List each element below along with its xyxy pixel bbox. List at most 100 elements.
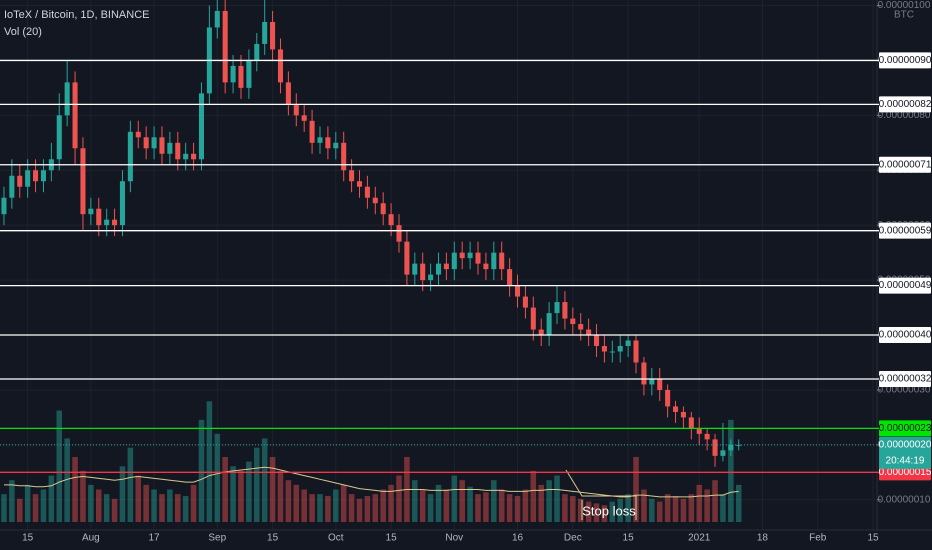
candle-body <box>198 93 205 160</box>
volume-bar <box>198 419 205 522</box>
candle-body <box>420 263 426 281</box>
candle-body <box>514 285 521 297</box>
candle-body <box>601 346 607 352</box>
candle-body <box>104 219 110 226</box>
candle-body <box>657 378 663 390</box>
candle-body <box>570 318 576 325</box>
volume-bar <box>451 475 458 522</box>
volume-bar <box>143 484 149 522</box>
volume-bar <box>609 501 616 522</box>
volume-bar <box>56 410 63 522</box>
volume-bar <box>80 470 86 522</box>
candle-body <box>451 252 457 270</box>
volume-bar <box>704 489 710 522</box>
candle-body <box>285 82 291 105</box>
volume-bar <box>95 489 102 522</box>
volume-bar <box>467 486 473 522</box>
candle-body <box>396 225 402 242</box>
annotation-callout <box>565 469 637 520</box>
candle-body <box>649 378 655 385</box>
y-tick-label: 0.00000080 <box>878 110 931 121</box>
volume-bar <box>238 470 244 522</box>
volume-bar <box>372 494 379 522</box>
candle-body <box>151 137 157 149</box>
candle-body <box>538 329 544 336</box>
candle-body <box>435 263 442 275</box>
x-tick-label: 15 <box>22 533 34 544</box>
volume-bar <box>317 494 323 522</box>
volume-bar <box>577 498 584 522</box>
volume-bar <box>135 475 142 522</box>
candle-body <box>119 181 125 226</box>
volume-bar <box>127 447 134 522</box>
volume-bar <box>64 438 70 522</box>
candle-body <box>404 241 410 275</box>
candle-body <box>522 296 528 308</box>
volume-bar <box>269 457 276 522</box>
candle-body <box>380 203 386 215</box>
volume-bar <box>443 489 450 522</box>
volume-bar <box>491 480 497 522</box>
x-tick-label: 17 <box>149 533 161 544</box>
level-label: 0.00000023 <box>879 423 932 434</box>
candle-body <box>40 170 46 182</box>
y-tick-label: 0.00000100 <box>878 0 931 11</box>
volume-bar <box>649 498 655 522</box>
volume-bar <box>617 498 623 522</box>
volume-bar <box>48 475 55 522</box>
x-tick-label: 18 <box>757 533 769 544</box>
volume-bar <box>554 475 560 522</box>
volume-bar <box>641 489 647 522</box>
volume-bar <box>159 494 165 522</box>
candle-body <box>17 175 23 187</box>
volume-bar <box>261 438 268 522</box>
candle-body <box>183 153 189 160</box>
volume-bar <box>182 496 189 522</box>
volume-bar <box>254 447 260 522</box>
volume-bar <box>111 498 118 522</box>
candle-body <box>728 444 734 451</box>
level-label: 0.00000032 <box>879 374 932 385</box>
candle-body <box>175 142 181 160</box>
x-tick-label: 16 <box>512 533 524 544</box>
candle-body <box>167 142 173 154</box>
candle-body <box>696 428 702 434</box>
volume-bar <box>340 484 347 522</box>
level-label: 0.00000082 <box>879 99 932 110</box>
y-tick-label: 0.00000030 <box>878 385 931 396</box>
candle-body <box>33 170 39 182</box>
volume-bar <box>475 494 481 522</box>
volume-bar <box>585 501 592 522</box>
volume-bar <box>412 480 418 522</box>
volume-bar <box>593 503 600 522</box>
volume-bar <box>728 419 734 522</box>
volume-bar <box>483 492 489 522</box>
candle-body <box>412 263 418 275</box>
candle-body <box>214 10 220 28</box>
candle-body <box>254 43 260 61</box>
candle-body <box>712 439 718 456</box>
indicator-label: Vol (20) <box>4 26 42 38</box>
candle-body <box>1 197 7 215</box>
candle-body <box>609 351 615 353</box>
volume-bar <box>664 494 671 522</box>
volume-bar <box>680 498 687 522</box>
candle-body <box>25 170 31 187</box>
x-tick-label: Oct <box>328 533 344 544</box>
candle-body <box>491 252 497 270</box>
volume-bar <box>16 498 23 522</box>
candle-body <box>507 269 513 286</box>
volume-bar <box>514 496 521 522</box>
candle-body <box>277 49 284 83</box>
level-label-box <box>879 327 931 344</box>
volume-bar <box>546 480 552 522</box>
candle-body <box>349 170 355 182</box>
candle-body <box>325 137 331 149</box>
volume-bar <box>380 489 386 522</box>
x-tick-label: 15 <box>867 533 879 544</box>
volume-bar <box>388 484 394 522</box>
candle-body <box>96 208 102 226</box>
volume-bar <box>735 484 742 522</box>
candle-body <box>428 274 434 281</box>
volume-bar <box>119 466 126 522</box>
